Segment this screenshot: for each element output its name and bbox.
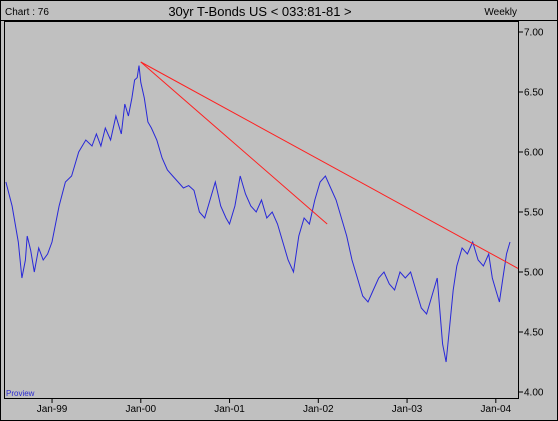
watermark: Proview	[6, 389, 35, 398]
x-axis-ticks: Jan-99 Jan-00 Jan-01 Jan-02 Jan-03 Jan-04	[37, 398, 512, 415]
y-tick-label: 4.50	[524, 328, 544, 339]
x-tick-label: Jan-99	[37, 404, 68, 415]
plot-area	[4, 21, 519, 399]
x-tick-label: Jan-02	[303, 404, 334, 415]
y-tick-label: 4.00	[524, 388, 544, 399]
y-tick-label: 6.50	[524, 88, 544, 99]
chart-id: Chart : 76	[5, 7, 49, 18]
x-tick-label: Jan-01	[214, 404, 245, 415]
y-tick-label: 5.50	[524, 208, 544, 219]
y-tick-label: 5.00	[524, 268, 544, 279]
x-tick-label: Jan-00	[126, 404, 157, 415]
trendline	[140, 61, 328, 225]
y-tick-label: 6.00	[524, 148, 544, 159]
trendline	[140, 61, 519, 269]
y-tick-label: 7.00	[524, 28, 544, 39]
x-tick-label: Jan-04	[481, 404, 512, 415]
y-axis-ticks: 4.00 4.50 5.00 5.50 6.00 6.50 7.00	[518, 28, 544, 399]
chart-title: 30yr T-Bonds US < 033:81-81 >	[168, 4, 351, 19]
price-series-line	[5, 65, 511, 363]
x-tick-label: Jan-03	[392, 404, 423, 415]
trend-lines	[140, 61, 519, 269]
period-label: Weekly	[484, 7, 517, 18]
